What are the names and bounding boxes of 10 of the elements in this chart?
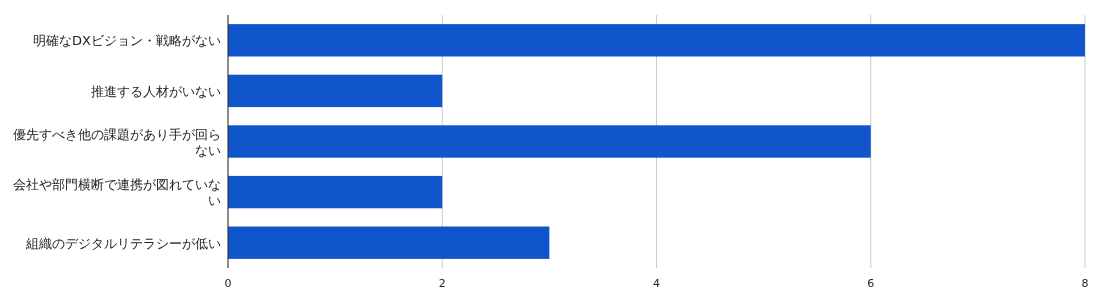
x-tick-label: 2 bbox=[438, 277, 446, 290]
y-tick-label: 明確なDXビジョン・戦略がない bbox=[33, 33, 221, 49]
x-tick-label: 8 bbox=[1081, 277, 1089, 290]
y-tick-label: 優先すべき他の課題があり手が回らない bbox=[13, 126, 221, 158]
x-tick-label: 6 bbox=[867, 277, 875, 290]
x-tick-label: 4 bbox=[653, 277, 660, 290]
y-tick-label: 組織のデジタルリテラシーが低い bbox=[25, 235, 221, 251]
x-tick-label: 0 bbox=[224, 277, 232, 290]
y-tick-label: 会社や部門横断で連携が図れていない bbox=[13, 177, 221, 209]
y-tick-label: 推進する人材がいない bbox=[91, 83, 221, 99]
